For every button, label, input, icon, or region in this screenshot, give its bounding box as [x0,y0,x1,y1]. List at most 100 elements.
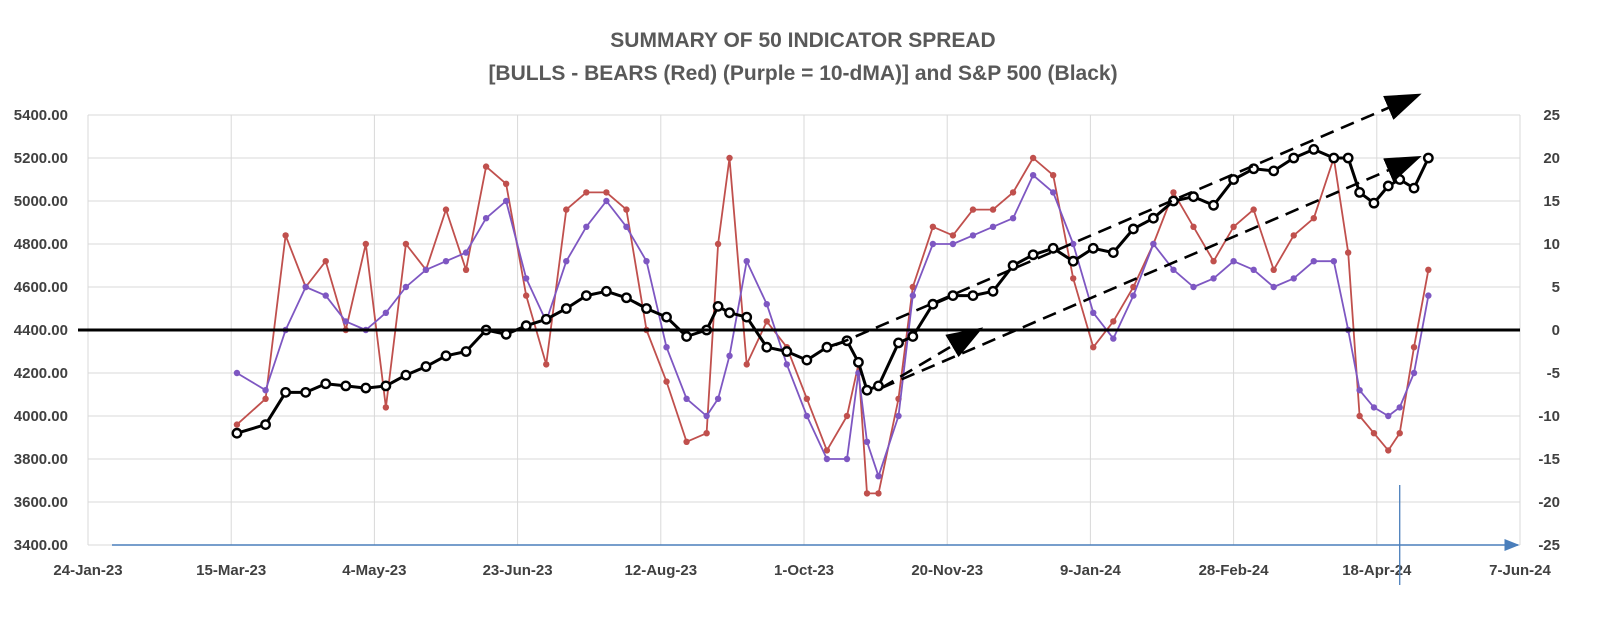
ma-point [623,223,630,230]
sp500-point [1354,186,1366,198]
y-right-tick-label: 20 [1543,150,1560,167]
spread-point [522,292,530,299]
spread-point [949,232,957,239]
x-tick-label: 24-Jan-23 [53,562,122,579]
sp500-point [1422,152,1434,164]
x-tick-label: 15-Mar-23 [196,562,266,579]
ma-point [1110,335,1117,342]
y-right-tick-label: -15 [1538,451,1560,468]
sp500-point [761,341,773,353]
axes: 3400.00 3600.00 3800.00 4000.00 4200.00 4400.… [14,107,1560,579]
spread-point [583,189,590,196]
ma-point [1356,387,1363,394]
sp500-point [712,300,724,312]
chart-title: SUMMARY OF 50 INDICATOR SPREAD [610,29,995,52]
spread-point [1170,189,1177,196]
series [231,143,1434,497]
ma-point [803,412,811,420]
sp500-point [681,331,692,342]
sp500-point [661,311,672,323]
spread-point [322,258,329,265]
spread-point [714,240,722,248]
ma-point [1190,283,1197,291]
x-tick-label: 12-Aug-23 [625,562,698,579]
x-tick-label: 18-Apr-24 [1342,562,1412,579]
sp500-point [280,386,292,398]
ma-point [726,352,733,359]
ma-point [402,283,410,291]
spread-point [1385,447,1392,454]
ma-point [683,395,690,402]
sp500-point [967,290,979,301]
sp500-point [987,285,999,297]
spread-point [1356,412,1363,420]
sp500-point [873,380,884,392]
y-left-tick-label: 4000.00 [14,408,68,425]
sp500-point [1368,197,1380,209]
y-right-tick-label: 0 [1552,322,1560,339]
spread-point [233,421,241,428]
x-tick-label: 20-Nov-23 [911,562,983,579]
y-left-tick-label: 5200.00 [14,150,68,167]
sp500-point [420,361,432,372]
ma-point [322,292,329,299]
ma-point [1385,412,1392,420]
spread-point [362,240,370,248]
sp500-point [1148,212,1159,224]
sp500-point [821,341,833,353]
spread-point [543,361,550,368]
y-right-tick-label: -25 [1538,537,1560,554]
ma-point [522,275,530,282]
spread-point [989,206,997,213]
spread-point [1396,430,1403,437]
series-line [236,174,1430,478]
spread-point [623,206,630,213]
spread-point [1230,223,1237,230]
spread-point [1029,154,1037,162]
sp500-point [801,354,813,366]
sp500-point [300,386,312,398]
y-right-tick-label: -10 [1538,408,1560,425]
y-right-tick-label: 10 [1543,236,1560,253]
ma-point [1029,172,1037,179]
spread-point [442,206,450,213]
ma-point [763,301,770,308]
x-tick-label: 1-Oct-23 [774,562,834,579]
y-right-tick-label: 15 [1543,193,1560,210]
sp500-point [1382,180,1394,192]
ma-point [1130,292,1137,299]
ma-point [1425,292,1432,299]
y-left-tick-label: 4800.00 [14,236,68,253]
y-left-tick-label: 4200.00 [14,365,68,382]
spread-point [1009,189,1017,196]
sp500-point [440,350,452,362]
spread-point [262,395,269,402]
sp500-point [360,382,372,394]
ma-point [1230,258,1237,265]
ma-point [663,344,670,351]
ma-point [843,455,851,463]
y-left-tick-label: 5400.00 [14,107,68,124]
sp500-point [927,298,939,310]
sp500-point [641,303,652,314]
sp500-point [231,427,243,439]
sp500-point [320,378,332,390]
ma-point [714,395,722,402]
spread-point [1370,430,1378,437]
ma-point [1330,258,1338,265]
sp500-point [1127,223,1139,235]
spread-point [663,378,670,385]
spread-point [603,189,610,196]
spread-point [969,206,977,213]
spread-point [1425,266,1432,273]
sp500-point [1288,152,1300,164]
ma-point [1170,266,1177,273]
x-tick-label: 7-Jun-24 [1489,562,1551,579]
sp500-point [1228,174,1240,185]
annotations [78,93,1520,585]
sp500-point [1308,143,1320,155]
sp500-point [1394,174,1406,185]
sp500-point [380,380,392,392]
ma-point [1370,404,1378,411]
